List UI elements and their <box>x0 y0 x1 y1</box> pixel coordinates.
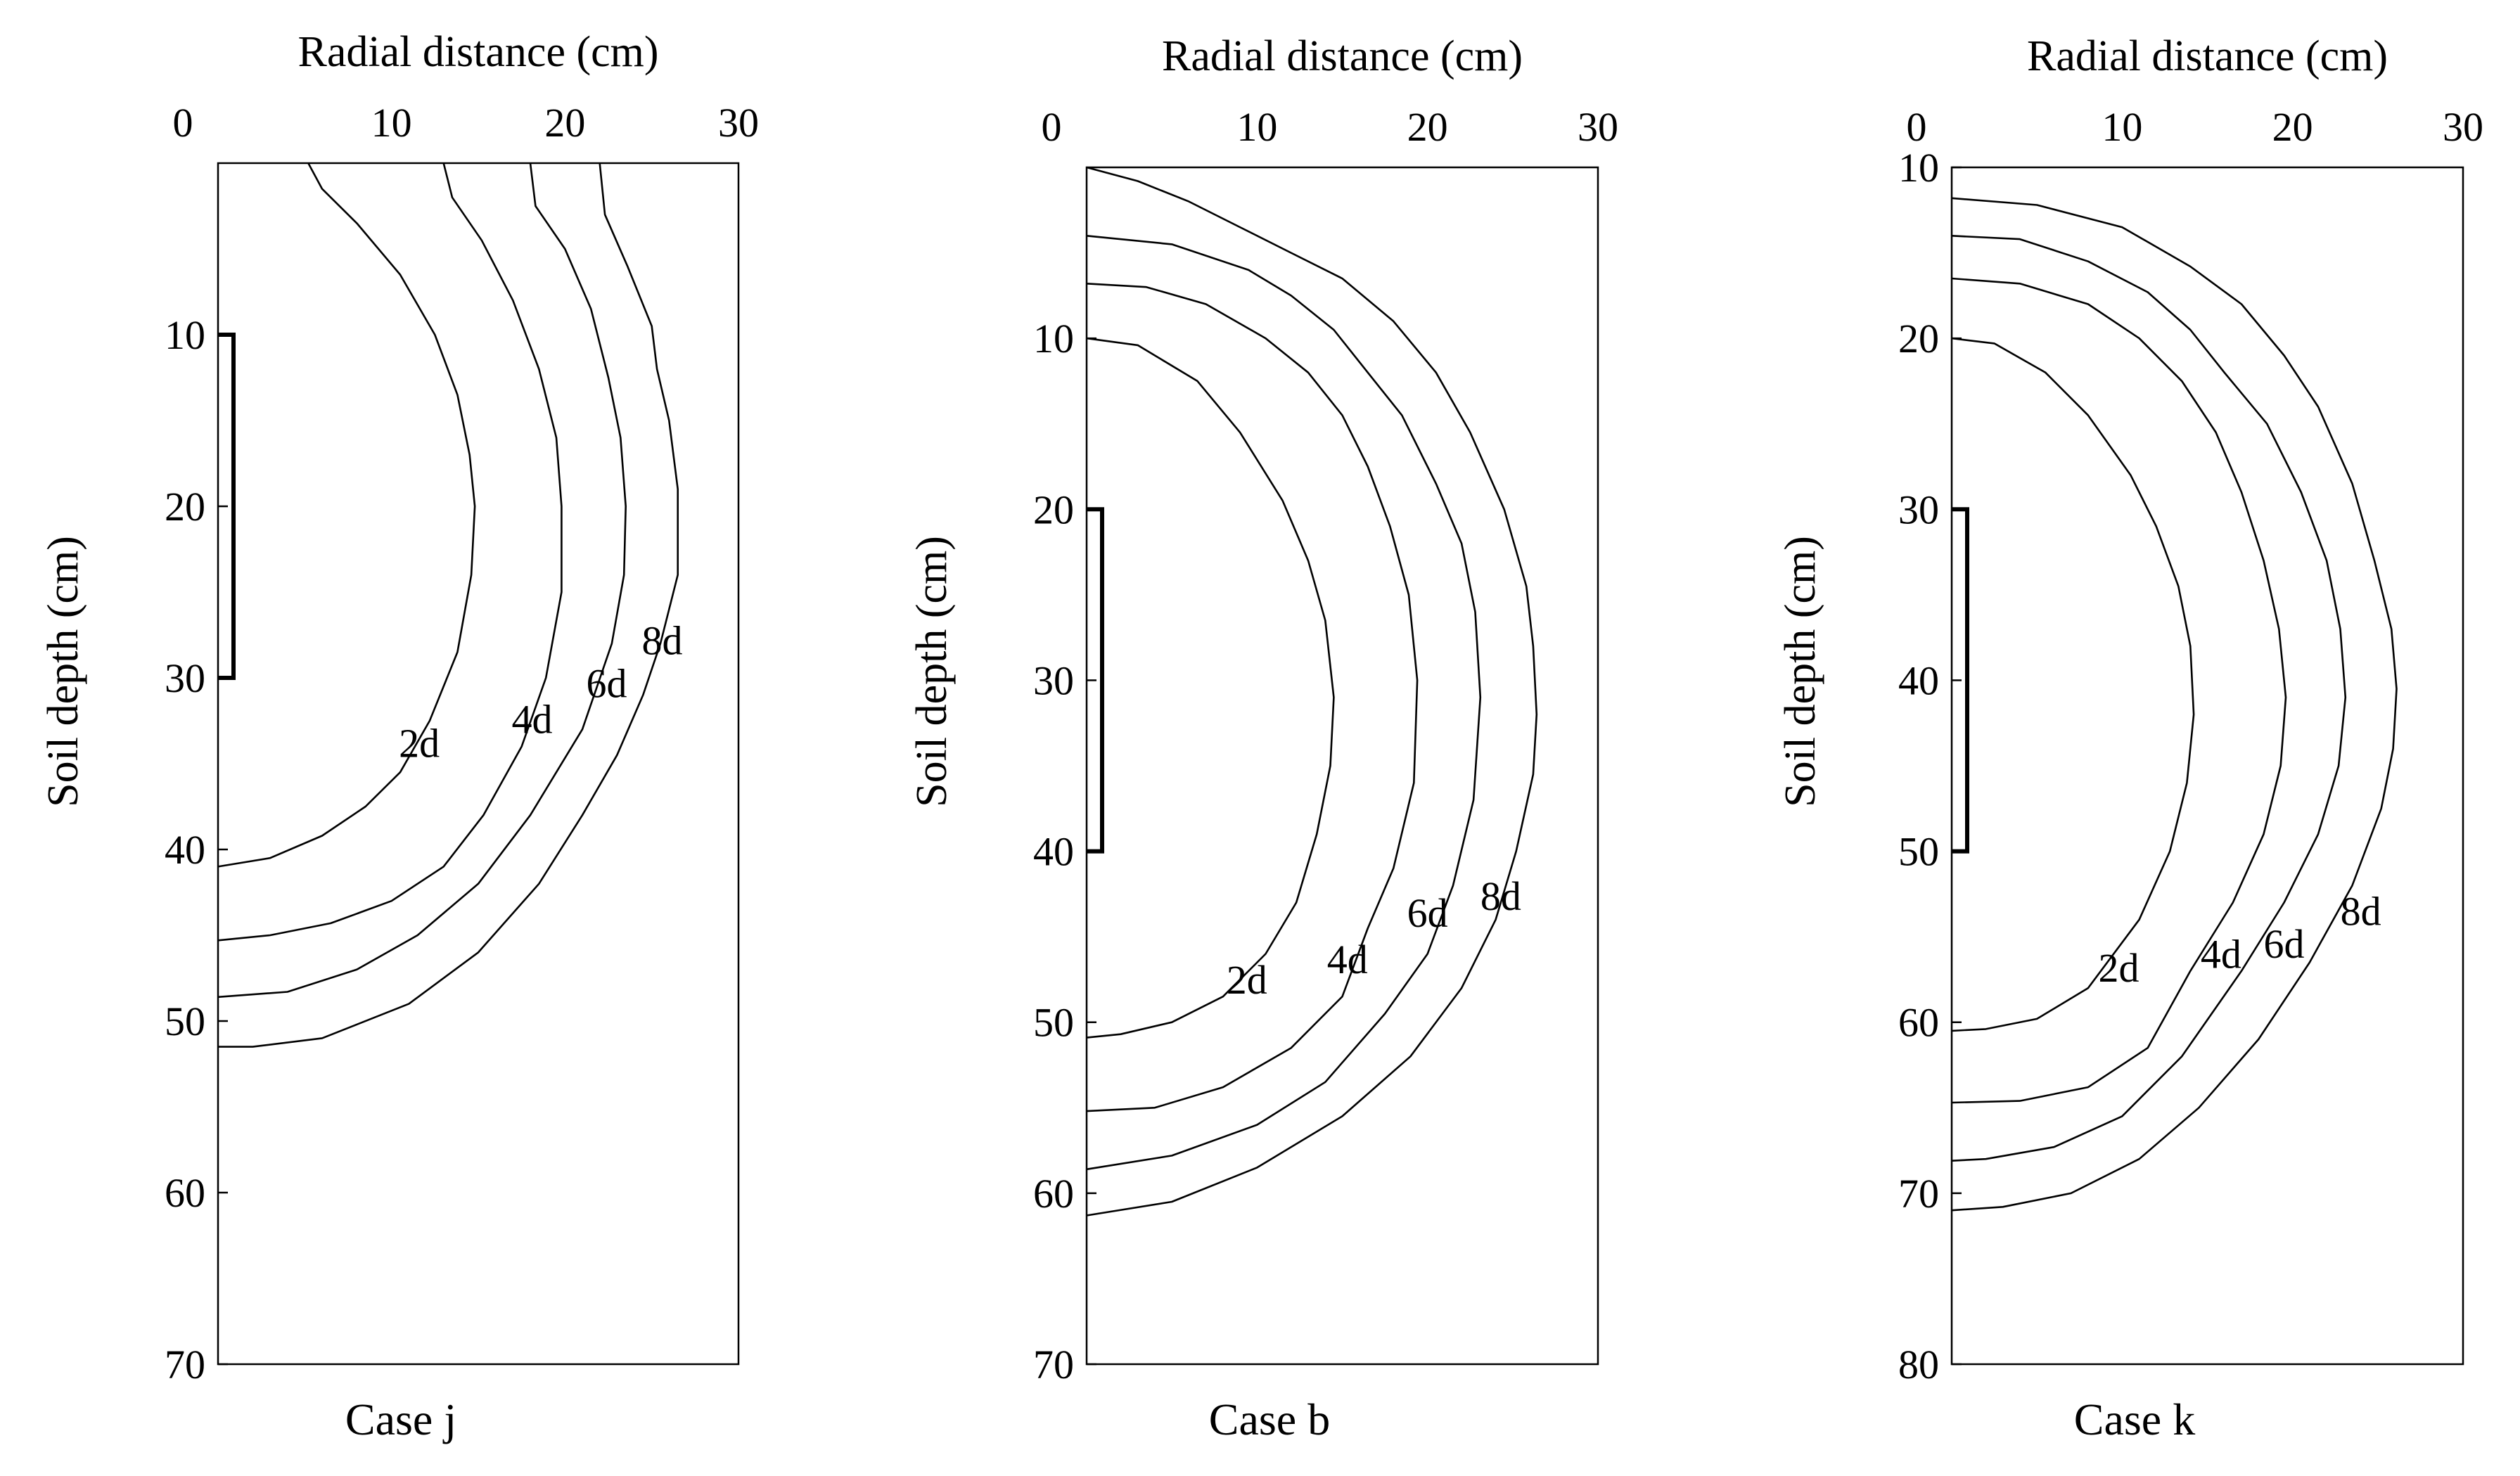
contour-label-4d: 4d <box>2201 931 2241 977</box>
y-tick-label: 70 <box>1033 1342 1074 1387</box>
x-axis-title: Radial distance (cm) <box>1162 32 1523 80</box>
y-tick-label: 30 <box>1898 487 1939 532</box>
panel-1: Radial distance (cm) 0 10 20 30 10 20 30 40 50 60 7… <box>908 32 1618 1444</box>
y-tick-label: 10 <box>1898 145 1939 191</box>
x-tick-label: 30 <box>718 100 759 146</box>
y-tick-label: 60 <box>165 1170 205 1216</box>
y-tick-label: 70 <box>1898 1171 1939 1217</box>
case-label: Case k <box>2074 1394 2195 1444</box>
source-marker <box>218 333 236 680</box>
contour-label-6d: 6d <box>1407 890 1448 936</box>
contour-line-6d <box>217 162 627 999</box>
x-axis-title: Radial distance (cm) <box>2027 32 2388 80</box>
contour-line-8d <box>218 162 679 1048</box>
y-tick-label: 60 <box>1033 1171 1074 1217</box>
x-tick-label: 20 <box>544 100 585 146</box>
y-tick-label: 10 <box>1033 316 1074 361</box>
y-tick-label: 10 <box>165 312 205 358</box>
contour-label-4d: 4d <box>511 697 552 743</box>
y-tick-label: 30 <box>1033 657 1074 703</box>
y-axis-title: Soil depth (cm) <box>1777 536 1824 807</box>
x-tick-label: 10 <box>371 100 412 146</box>
x-tick-label: 30 <box>1578 104 1618 150</box>
panel-2: Radial distance (cm)0 10 20 301020304050607… <box>1777 32 2483 1444</box>
x-tick-label: 0 <box>1907 104 1927 150</box>
y-tick-label: 80 <box>1898 1342 1939 1387</box>
contour-line-4d <box>1951 277 2287 1104</box>
contour-line-2d <box>1086 337 1335 1039</box>
x-tick-label: 20 <box>2272 104 2313 150</box>
y-tick-label: 40 <box>165 827 205 873</box>
contour-line-8d <box>1951 197 2398 1212</box>
contour-line-4d <box>1086 283 1419 1112</box>
x-tick-label: 20 <box>1407 104 1448 150</box>
y-tick-label: 50 <box>165 999 205 1044</box>
plot-frame <box>217 162 740 1366</box>
y-tick-label: 20 <box>1033 487 1074 532</box>
contour-label-8d: 8d <box>1480 873 1521 919</box>
contour-label-2d: 2d <box>1227 957 1267 1003</box>
x-tick-label: 10 <box>1236 104 1277 150</box>
x-tick-label: 10 <box>2102 104 2142 150</box>
contour-line-4d <box>217 162 563 942</box>
source-marker <box>1087 507 1104 854</box>
contour-label-6d: 6d <box>587 660 627 706</box>
x-tick-label: 0 <box>173 100 193 146</box>
contour-line-6d <box>1086 235 1482 1171</box>
source-marker <box>1952 507 1969 854</box>
y-axis-title: Soil depth (cm) <box>908 536 956 807</box>
y-tick-label: 40 <box>1033 829 1074 875</box>
panel-0: Radial distance (cm) 0 10 20 30 10 20 30 40 50 60 7… <box>39 28 759 1444</box>
plot-frame <box>1950 166 2464 1366</box>
case-label: Case j <box>345 1394 456 1444</box>
y-axis-title: Soil depth (cm) <box>39 536 87 807</box>
y-tick-label: 60 <box>1898 1000 1939 1046</box>
contour-label-8d: 8d <box>2341 889 2381 935</box>
y-tick-label: 30 <box>165 655 205 701</box>
y-tick-label: 20 <box>1898 316 1939 361</box>
contour-line-8d <box>1086 166 1538 1217</box>
contour-line-2d <box>1951 337 2195 1032</box>
contour-label-2d: 2d <box>2098 945 2139 991</box>
contour-label-8d: 8d <box>641 617 682 663</box>
contour-label-4d: 4d <box>1327 937 1368 982</box>
case-label: Case b <box>1209 1394 1330 1444</box>
plot-frame <box>1085 166 1599 1366</box>
x-axis-title: Radial distance (cm) <box>298 28 658 76</box>
x-tick-label: 30 <box>2443 104 2483 150</box>
contour-label-2d: 2d <box>399 721 440 766</box>
y-tick-label: 40 <box>1898 657 1939 703</box>
y-tick-label: 50 <box>1033 1000 1074 1046</box>
y-tick-label: 70 <box>165 1342 205 1387</box>
y-tick-label: 20 <box>165 484 205 530</box>
contour-label-6d: 6d <box>2264 921 2305 967</box>
y-tick-label: 50 <box>1898 829 1939 875</box>
x-tick-label: 0 <box>1042 104 1062 150</box>
contour-line-6d <box>1951 235 2347 1162</box>
contour-line-2d <box>217 162 476 868</box>
